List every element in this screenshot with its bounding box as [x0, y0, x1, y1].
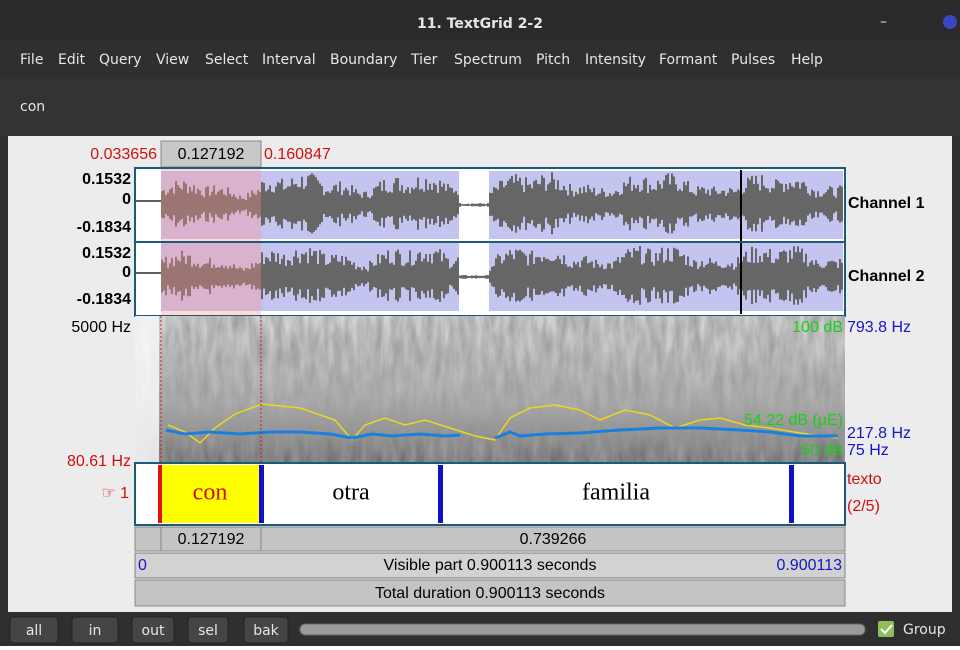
close[interactable] [943, 15, 957, 29]
menu-item[interactable]: Interval [262, 52, 316, 68]
waveform [135, 246, 843, 305]
visible-start: 0 [138, 557, 147, 574]
scrollbar[interactable] [299, 623, 866, 636]
text-field[interactable] [0, 78, 960, 136]
menu-item[interactable]: Pitch [536, 52, 570, 68]
menu-item[interactable]: Spectrum [454, 52, 522, 68]
duration-cell[interactable] [260, 526, 846, 552]
channel-max: 0.1532 [82, 171, 131, 188]
tier-position: (2/5) [847, 498, 880, 515]
group-label: Group [903, 622, 946, 638]
channel-zero: 0 [122, 191, 131, 208]
selection-duration: 0.127192 [178, 146, 245, 163]
group-checkbox[interactable] [878, 621, 894, 637]
menu-item[interactable]: Select [205, 52, 249, 68]
button[interactable] [187, 616, 229, 644]
button-label: all [26, 623, 42, 639]
boundary [438, 465, 443, 523]
channel-min: -0.1834 [77, 291, 131, 308]
intensity-curve [167, 403, 839, 444]
total-bar[interactable] [134, 579, 846, 607]
spectrogram-noise [135, 316, 845, 463]
visible-label: Visible part 0.900113 seconds [384, 557, 597, 574]
button[interactable] [243, 616, 289, 644]
menu-item[interactable]: Formant [659, 52, 718, 68]
selected-interval [161, 465, 261, 523]
interval-label: con [193, 480, 228, 506]
boundary [259, 465, 264, 523]
channel-min: -0.1834 [77, 219, 131, 236]
right-border [952, 136, 960, 612]
channel-max: 0.1532 [82, 245, 131, 262]
intensity-value: 54.22 dB (µE) [744, 412, 843, 429]
menu-item[interactable]: Pulses [731, 52, 775, 68]
pitch-curve [165, 428, 461, 440]
spectrogram-edge [135, 316, 159, 463]
spectrogram-top: 5000 Hz [71, 319, 131, 336]
button[interactable] [131, 616, 175, 644]
duration-cell[interactable] [134, 526, 162, 552]
menu-item[interactable]: Query [99, 52, 142, 68]
button-label: out [142, 623, 165, 639]
pitch-top: 793.8 Hz [847, 319, 911, 336]
button-label: bak [253, 623, 279, 639]
boundary [789, 465, 794, 523]
spectrogram-bottom: 80.61 Hz [67, 453, 131, 470]
selection-box[interactable] [160, 140, 262, 168]
checkmark [880, 624, 893, 635]
text-field-value: con [20, 99, 45, 115]
tier-number: ☞ 1 [101, 485, 129, 502]
button[interactable] [71, 616, 119, 644]
menu-item[interactable]: Tier [410, 52, 438, 68]
minimize[interactable]: – [880, 14, 887, 30]
duration-cell[interactable] [160, 526, 262, 552]
menu-item[interactable]: File [20, 52, 43, 68]
interval-label: familia [582, 480, 650, 506]
channel-name: Channel 1 [848, 195, 925, 212]
menu-item[interactable]: Boundary [330, 52, 397, 68]
pitch-bottom: 75 Hz [847, 442, 889, 459]
button[interactable] [9, 616, 59, 644]
pitch-value: 217.8 Hz [847, 425, 911, 442]
visible-fill [136, 554, 844, 577]
menu-item[interactable]: Intensity [585, 52, 646, 68]
button-label: in [89, 623, 102, 639]
menu-item[interactable]: View [156, 52, 189, 68]
duration-label: 0.739266 [520, 531, 587, 548]
boundary [158, 465, 162, 523]
intensity-top: 100 dB [792, 319, 843, 336]
total-label: Total duration 0.900113 seconds [375, 585, 605, 602]
menu-item[interactable]: Help [791, 52, 823, 68]
title-bar [0, 0, 960, 40]
visible-end: 0.900113 [776, 557, 842, 574]
menu-bar [0, 40, 960, 78]
selection-start: 0.033656 [90, 146, 157, 163]
button-label: sel [198, 623, 218, 639]
channel-name: Channel 2 [848, 268, 925, 285]
pitch-curve [494, 426, 838, 440]
window-title: 11. TextGrid 2-2 [417, 16, 543, 32]
tier-name: texto [847, 471, 882, 488]
channel-zero: 0 [122, 264, 131, 281]
duration-label: 0.127192 [178, 531, 245, 548]
menu-item[interactable]: Edit [58, 52, 86, 68]
waveform [135, 172, 843, 235]
left-border [0, 136, 8, 612]
intensity-bottom: 50 dB [801, 442, 843, 459]
interval-label: otra [332, 480, 370, 506]
selection-end: 0.160847 [264, 146, 331, 163]
